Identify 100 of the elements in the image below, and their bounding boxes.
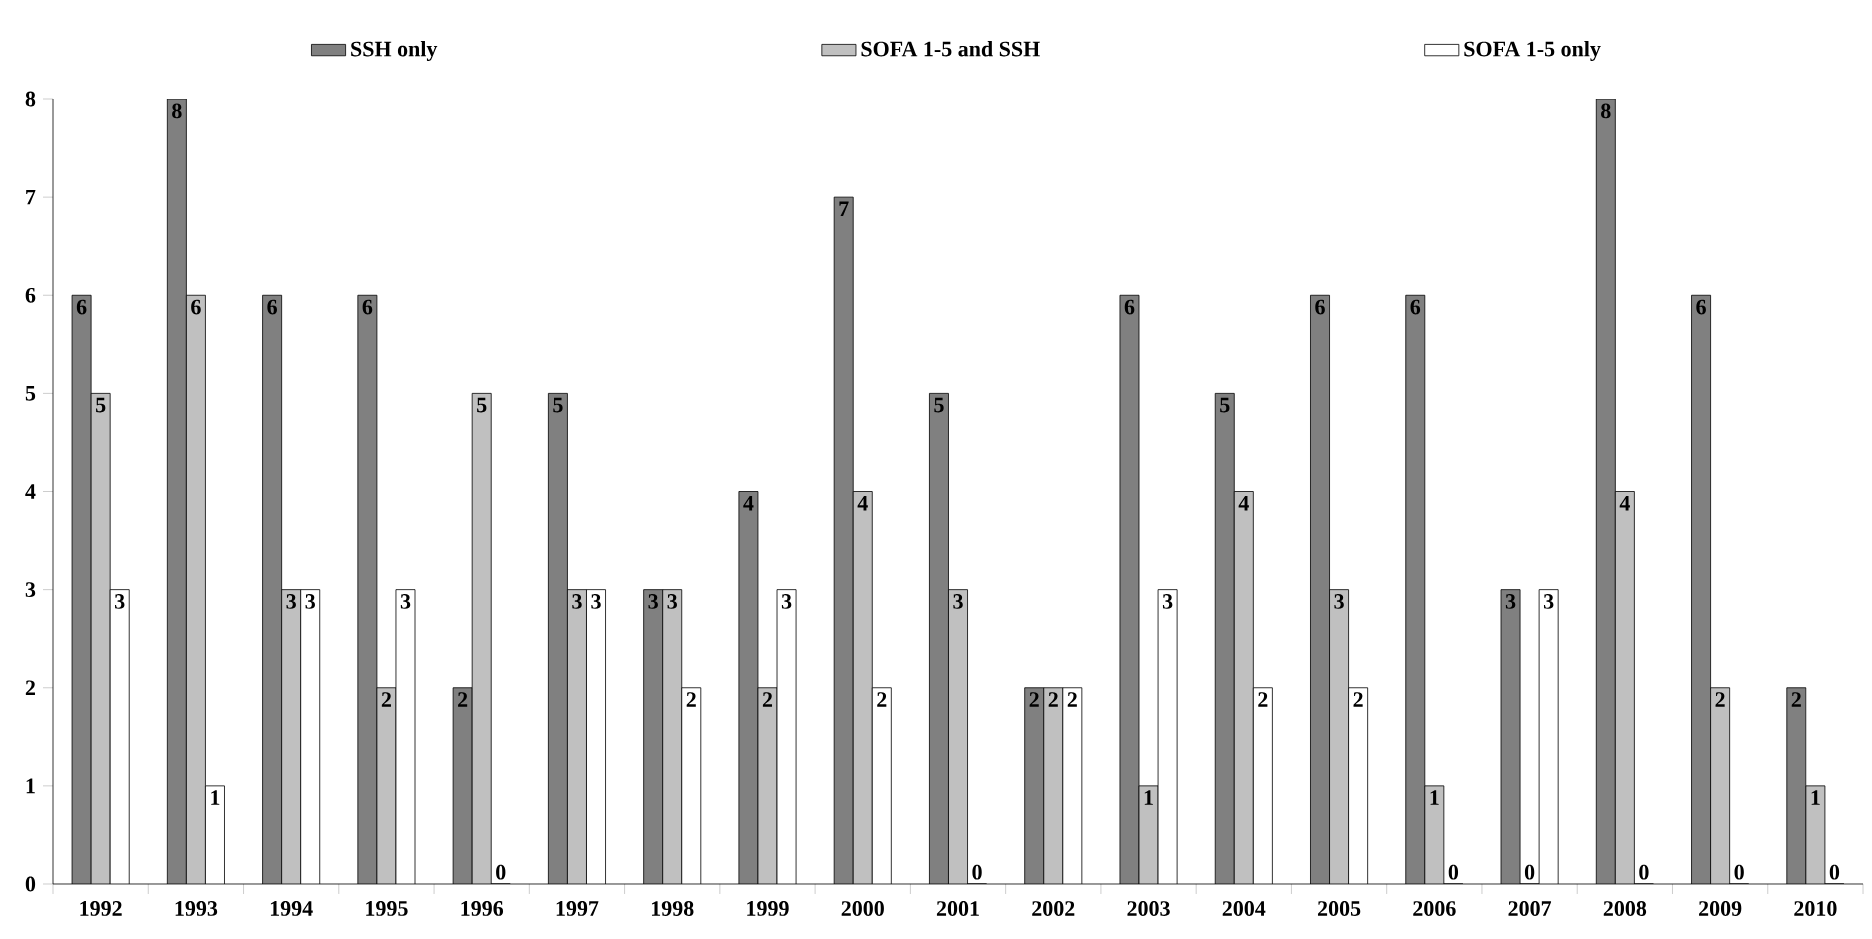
data-label: 2 [1791, 692, 1801, 707]
data-label: 0 [1448, 864, 1459, 880]
data-label: 3 [781, 594, 792, 609]
data-label: 8 [1601, 103, 1611, 119]
data-label: 8 [172, 103, 182, 119]
legend-label: SOFA 1-5 and SSH [861, 40, 1040, 57]
x-tick-label: 1998 [651, 901, 694, 916]
data-label: 0 [496, 864, 506, 880]
data-label: 1 [1430, 790, 1439, 805]
y-tick-label: 4 [25, 484, 36, 499]
data-label: 1 [211, 790, 220, 805]
y-tick-label: 8 [25, 91, 36, 107]
x-tick-label: 2006 [1413, 901, 1456, 916]
y-tick-label: 3 [25, 582, 36, 598]
bar [472, 393, 492, 884]
x-tick-label: 1999 [747, 901, 789, 916]
x-tick-label: 1994 [270, 901, 313, 916]
x-tick-label: 2002 [1032, 901, 1075, 916]
data-label: 2 [686, 692, 696, 707]
data-label: 2 [1258, 692, 1268, 707]
data-label: 2 [762, 692, 773, 707]
data-label: 1 [1144, 790, 1153, 805]
data-label: 0 [1524, 864, 1535, 880]
data-label: 3 [400, 594, 411, 609]
data-label: 6 [76, 299, 87, 315]
y-tick-label: 6 [25, 287, 36, 303]
data-label: 2 [1067, 692, 1077, 707]
data-label: 0 [1734, 864, 1744, 880]
data-label: 3 [286, 594, 296, 609]
data-label: 6 [191, 299, 201, 315]
x-tick-label: 2009 [1699, 901, 1742, 916]
bar [1710, 687, 1730, 884]
x-tick-label: 2007 [1508, 901, 1552, 916]
legend-label: SOFA 1-5 only [1464, 40, 1601, 61]
x-tick-label: 2000 [841, 901, 884, 916]
data-label: 2 [381, 692, 391, 707]
bar [186, 295, 206, 884]
data-label: 3 [305, 594, 315, 609]
x-tick-label: 2001 [936, 901, 979, 916]
data-label: 3 [1162, 594, 1173, 609]
data-label: 1 [1811, 790, 1820, 805]
bar [853, 491, 873, 884]
data-label: 3 [1505, 594, 1516, 609]
data-label: 7 [839, 201, 849, 216]
data-label: 2 [1048, 692, 1058, 707]
bar [281, 589, 301, 884]
data-label: 4 [1619, 495, 1630, 511]
x-tick-label: 1992 [80, 901, 122, 916]
data-label: 6 [362, 299, 373, 315]
data-label: 2 [458, 692, 468, 707]
bar [91, 393, 111, 884]
data-label: 3 [1334, 594, 1344, 609]
data-label: 5 [934, 397, 944, 413]
legend-label: SSH only [351, 40, 438, 61]
data-label: 5 [1220, 397, 1230, 413]
x-tick-label: 1997 [556, 901, 599, 916]
data-label: 2 [1353, 692, 1363, 707]
data-label: 5 [96, 397, 106, 413]
y-tick-label: 2 [25, 680, 35, 696]
bar [1043, 687, 1063, 884]
data-label: 6 [1124, 299, 1135, 315]
x-tick-label: 2010 [1794, 901, 1837, 916]
y-tick-label: 0 [25, 876, 36, 892]
data-label: 2 [1029, 692, 1039, 707]
data-label: 5 [477, 397, 487, 413]
data-label: 0 [1639, 864, 1649, 880]
data-label: 3 [1543, 594, 1554, 609]
data-label: 3 [115, 594, 125, 609]
data-label: 4 [743, 495, 754, 511]
data-label: 0 [972, 864, 982, 880]
data-label: 4 [1238, 495, 1249, 511]
y-tick-label: 5 [25, 386, 36, 401]
data-label: 6 [267, 299, 277, 315]
data-label: 3 [953, 594, 963, 609]
bar [567, 589, 587, 884]
bar [1424, 785, 1444, 884]
x-tick-label: 2003 [1127, 901, 1170, 916]
data-label: 6 [1696, 299, 1706, 315]
bar [948, 589, 968, 884]
data-label: 0 [1829, 864, 1840, 880]
x-tick-label: 2005 [1317, 901, 1361, 916]
data-label: 3 [591, 594, 601, 609]
data-label: 6 [1410, 299, 1421, 315]
data-label: 2 [877, 692, 887, 707]
data-label: 5 [553, 397, 563, 413]
y-tick-label: 7 [26, 189, 36, 205]
data-label: 6 [1315, 299, 1325, 315]
data-label: 4 [857, 495, 868, 511]
data-label: 2 [1715, 692, 1725, 707]
data-label: 3 [572, 594, 582, 609]
x-tick-label: 1995 [366, 901, 408, 916]
bar [1615, 491, 1635, 884]
bar [1234, 491, 1254, 884]
bar [662, 589, 682, 884]
data-label: 3 [667, 594, 677, 609]
y-tick-label: 1 [26, 778, 35, 794]
x-tick-label: 2008 [1603, 901, 1647, 916]
x-tick-label: 1996 [461, 901, 504, 916]
bar [1329, 589, 1349, 884]
x-tick-label: 2004 [1222, 901, 1266, 916]
